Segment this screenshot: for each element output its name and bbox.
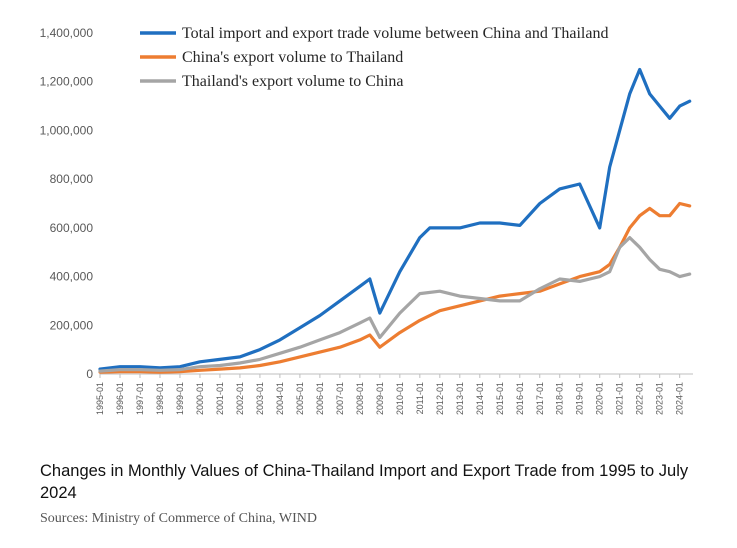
series-line (98, 201, 692, 374)
x-tick-label: 2013-01 (455, 382, 465, 415)
x-tick-label: 2019-01 (575, 382, 585, 415)
x-tick-label: 2023-01 (655, 382, 665, 415)
line-chart: 0 200,000 400,000 600,000 800,000 1,000,000 1,… (40, 25, 693, 415)
x-tick-label: 2005-01 (295, 382, 305, 415)
x-tick-label: 2012-01 (435, 382, 445, 415)
x-tick-label: 2017-01 (535, 382, 545, 415)
y-tick-label: 400,000 (50, 270, 94, 284)
y-tick-label: 0 (86, 367, 93, 381)
x-tick-label: 2003-01 (255, 382, 265, 415)
x-tick-label: 2022-01 (635, 382, 645, 415)
x-tick-label: 2015-01 (495, 382, 505, 415)
source-note: Sources: Ministry of Commerce of China, … (40, 511, 317, 526)
x-tick-label: 2002-01 (235, 382, 245, 415)
y-tick-label: 200,000 (50, 318, 94, 332)
legend: Total import and export trade volume bet… (140, 25, 608, 90)
y-tick-label: 600,000 (50, 221, 94, 235)
series-line (98, 236, 692, 373)
legend-label: China's export volume to Thailand (182, 49, 403, 66)
y-tick-label: 1,000,000 (40, 123, 94, 137)
series-lines (98, 67, 692, 374)
x-tick-label: 2016-01 (515, 382, 525, 415)
x-tick-label: 2009-01 (375, 382, 385, 415)
legend-label: Total import and export trade volume bet… (182, 25, 608, 42)
x-tick-label: 2024-01 (675, 382, 685, 415)
x-tick-label: 2000-01 (195, 382, 205, 415)
x-tick-label: 2010-01 (395, 382, 405, 415)
y-tick-label: 1,200,000 (40, 75, 94, 89)
x-tick-label: 2001-01 (215, 382, 225, 415)
x-tick-label: 2004-01 (275, 382, 285, 415)
x-tick-label: 2011-01 (415, 382, 425, 414)
x-tick-label: 2018-01 (555, 382, 565, 415)
y-tick-label: 800,000 (50, 172, 94, 186)
x-tick-label: 2006-01 (315, 382, 325, 415)
x-tick-label: 1995-01 (95, 382, 105, 415)
x-axis: 1995-01 1996-01 1997-01 1998-01 1999-01 2000-… (95, 373, 693, 415)
x-tick-label: 1997-01 (135, 382, 145, 415)
figure-caption: Changes in Monthly Values of China-Thail… (40, 462, 689, 502)
y-tick-label: 1,400,000 (40, 26, 94, 40)
x-tick-label: 2020-01 (595, 382, 605, 415)
x-tick-label: 2021-01 (615, 382, 625, 415)
x-tick-label: 1999-01 (175, 382, 185, 415)
y-axis: 0 200,000 400,000 600,000 800,000 1,000,000 1,… (40, 26, 94, 381)
series-line (98, 67, 692, 371)
legend-label: Thailand's export volume to China (182, 73, 404, 90)
x-tick-label: 2007-01 (335, 382, 345, 415)
x-tick-label: 1998-01 (155, 382, 165, 415)
x-tick-label: 2008-01 (355, 382, 365, 415)
x-tick-label: 1996-01 (115, 382, 125, 415)
x-tick-label: 2014-01 (475, 382, 485, 415)
